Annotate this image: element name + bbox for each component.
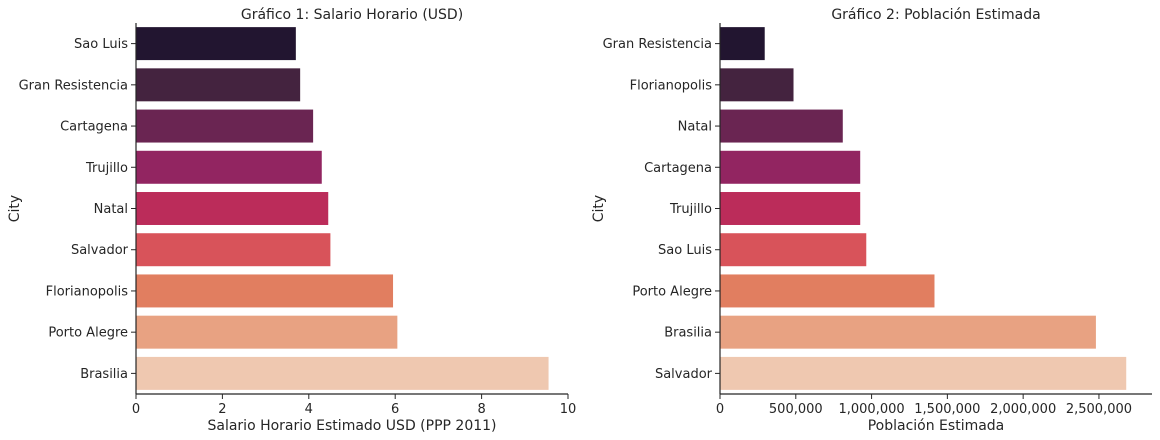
bar [136, 274, 394, 308]
y-tick-label: Cartagena [60, 120, 128, 135]
chart-title: Gráfico 1: Salario Horario (USD) [241, 7, 463, 23]
chart-poblacion-estimada: Gráfico 2: Población Estimada Gran Resist… [591, 7, 1152, 434]
bar [720, 356, 1127, 390]
x-tick-label: 0 [716, 402, 724, 417]
x-tick-label: 8 [477, 402, 485, 417]
bar [720, 68, 794, 102]
y-tick-label: Trujillo [669, 202, 712, 217]
x-tick-label: 2,000,000 [990, 402, 1056, 417]
y-tick-label: Sao Luis [658, 243, 712, 258]
x-axis-label: Salario Horario Estimado USD (PPP 2011) [207, 418, 496, 434]
bar [136, 233, 331, 267]
bar [720, 109, 843, 143]
x-tick-label: 500,000 [769, 402, 823, 417]
bar [136, 356, 549, 390]
x-tick-label: 1,000,000 [838, 402, 904, 417]
bar [720, 274, 935, 308]
y-axis-label: City [7, 195, 23, 222]
bar [720, 27, 765, 61]
chart-salario-horario: Gráfico 1: Salario Horario (USD) Sao Luis… [7, 7, 576, 434]
y-tick-label: Porto Alegre [48, 326, 128, 341]
y-tick-label: Salvador [71, 243, 129, 258]
y-tick-label: Florianopolis [46, 284, 129, 299]
y-tick-label: Natal [94, 202, 128, 217]
x-tick-label: 4 [305, 402, 313, 417]
bar [136, 315, 398, 349]
y-tick-label: Brasilia [664, 326, 712, 341]
y-axis-label: City [591, 195, 607, 222]
y-tick-label: Gran Resistencia [19, 78, 128, 93]
y-tick-label: Natal [678, 120, 712, 135]
bar [720, 315, 1096, 349]
y-tick-label: Trujillo [85, 161, 128, 176]
bar [720, 192, 861, 225]
x-tick-label: 1,500,000 [914, 402, 980, 417]
x-tick-label: 2,500,000 [1066, 402, 1132, 417]
bar [720, 233, 867, 267]
y-tick-label: Cartagena [644, 161, 712, 176]
bar [136, 109, 314, 143]
bar [136, 192, 329, 225]
bar [720, 150, 861, 184]
y-tick-label: Brasilia [80, 367, 128, 382]
y-tick-label: Sao Luis [74, 37, 128, 52]
y-tick-label: Florianopolis [630, 78, 713, 93]
bar [136, 27, 296, 61]
x-tick-label: 6 [391, 402, 399, 417]
x-axis-label: Población Estimada [868, 418, 1005, 434]
x-tick-label: 10 [560, 402, 577, 417]
y-tick-label: Salvador [655, 367, 713, 382]
x-tick-label: 2 [218, 402, 226, 417]
chart-title: Gráfico 2: Población Estimada [831, 7, 1040, 23]
y-tick-label: Gran Resistencia [603, 37, 712, 52]
bar [136, 68, 301, 102]
y-tick-label: Porto Alegre [632, 284, 712, 299]
x-tick-label: 0 [132, 402, 140, 417]
bar [136, 150, 322, 184]
